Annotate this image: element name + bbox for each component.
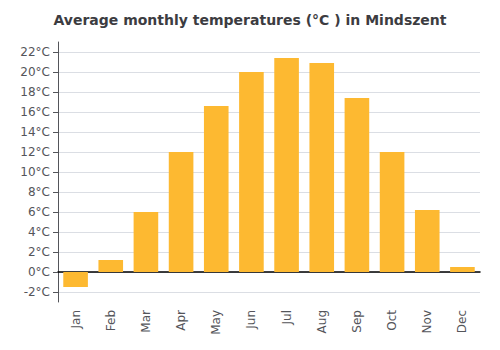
svg-text:10°C: 10°C (20, 165, 50, 179)
svg-text:18°C: 18°C (20, 85, 50, 99)
svg-text:Apr: Apr (174, 310, 188, 331)
svg-text:12°C: 12°C (20, 145, 50, 159)
svg-text:Jul: Jul (280, 310, 294, 325)
svg-text:Nov: Nov (420, 310, 434, 333)
svg-text:Oct: Oct (385, 310, 399, 331)
svg-text:Average monthly temperatures (: Average monthly temperatures (°C ) in Mi… (53, 12, 446, 28)
svg-text:4°C: 4°C (28, 225, 50, 239)
svg-text:2°C: 2°C (28, 245, 50, 259)
svg-text:16°C: 16°C (20, 105, 50, 119)
svg-text:20°C: 20°C (20, 65, 50, 79)
svg-text:Feb: Feb (104, 310, 118, 331)
svg-text:0°C: 0°C (28, 265, 50, 279)
svg-text:Jun: Jun (244, 310, 258, 330)
svg-text:Sep: Sep (350, 310, 364, 333)
svg-text:Aug: Aug (315, 310, 329, 333)
svg-text:Dec: Dec (455, 310, 469, 333)
svg-text:-2°C: -2°C (24, 285, 50, 299)
svg-text:Mar: Mar (139, 310, 153, 333)
svg-text:6°C: 6°C (28, 205, 50, 219)
svg-text:Jan: Jan (69, 310, 83, 330)
svg-text:8°C: 8°C (28, 185, 50, 199)
svg-text:22°C: 22°C (20, 45, 50, 59)
svg-text:May: May (209, 310, 223, 335)
svg-text:14°C: 14°C (20, 125, 50, 139)
